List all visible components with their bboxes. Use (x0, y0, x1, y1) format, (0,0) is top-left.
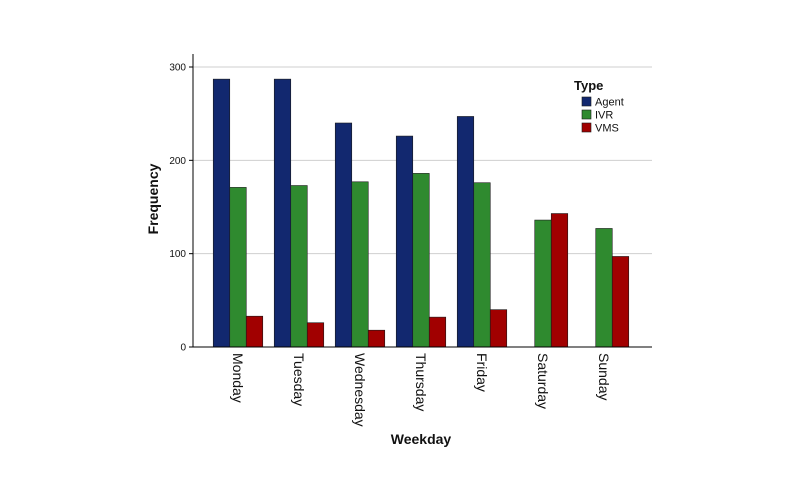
bar-ivr-sunday (595, 228, 613, 348)
bar-vms-tuesday (306, 322, 325, 348)
bar-ivr-saturday (534, 219, 552, 348)
bar-agent-thursday (395, 135, 414, 348)
bars (212, 78, 630, 348)
bar-agent-tuesday (273, 78, 292, 348)
y-tick-label: 100 (169, 249, 186, 260)
x-tick-label: Saturday (535, 353, 551, 409)
bar-agent-monday (212, 78, 231, 348)
y-axis-title: Frequency (145, 163, 161, 234)
x-tick-label: Thursday (413, 353, 429, 411)
legend-label-agent: Agent (595, 97, 624, 109)
bar-vms-friday (489, 309, 508, 348)
legend-swatch-ivr (581, 109, 592, 120)
legend-label-vms: VMS (595, 123, 619, 135)
bar-agent-friday (456, 116, 475, 348)
bar-ivr-thursday (412, 173, 430, 348)
bar-vms-saturday (550, 213, 569, 348)
legend-label-ivr: IVR (595, 110, 613, 122)
y-tick-label: 200 (169, 156, 186, 167)
x-tick-label: Tuesday (291, 353, 307, 406)
category-labels: Monday Tuesday Wednesday Thursday Friday Satu… (230, 353, 612, 427)
bar-vms-wednesday (367, 329, 386, 348)
bar-vms-monday (245, 315, 264, 348)
legend-swatch-agent (581, 96, 592, 107)
x-axis-title: Weekday (391, 431, 452, 447)
x-tick-label: Sunday (596, 353, 612, 400)
x-tick-label: Monday (230, 353, 246, 403)
axes: Weekday Frequency (145, 54, 652, 447)
legend-title: Type (574, 78, 603, 93)
bar-ivr-friday (473, 182, 491, 348)
bar-agent-wednesday (334, 122, 353, 348)
bar-ivr-monday (229, 187, 247, 348)
x-tick-label: Friday (474, 353, 490, 392)
y-tick-label: 0 (180, 343, 186, 354)
bar-ivr-wednesday (351, 181, 369, 348)
x-tick-label: Wednesday (352, 353, 368, 427)
bar-vms-thursday (428, 316, 447, 348)
bar-ivr-tuesday (290, 185, 308, 348)
legend-swatch-vms (581, 122, 592, 133)
bar-vms-sunday (611, 256, 630, 348)
y-tick-label: 300 (169, 63, 186, 74)
ticks: 0 100 200 300 (169, 63, 193, 354)
